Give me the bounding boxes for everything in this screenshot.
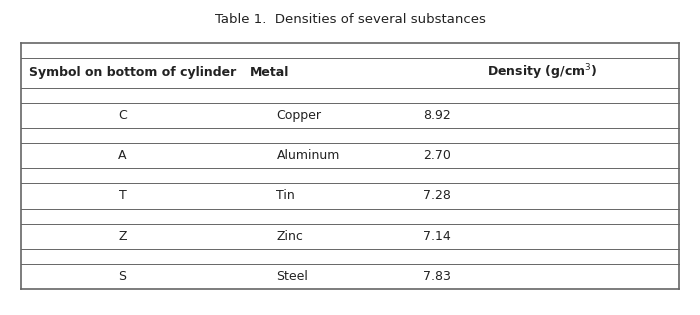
Text: S: S: [118, 270, 127, 283]
Text: Z: Z: [118, 230, 127, 243]
Text: Copper: Copper: [276, 109, 321, 122]
Text: 7.14: 7.14: [424, 230, 452, 243]
Text: 7.83: 7.83: [424, 270, 452, 283]
Text: Zinc: Zinc: [276, 230, 303, 243]
Text: Symbol on bottom of cylinder: Symbol on bottom of cylinder: [29, 66, 237, 79]
Text: Density (g/cm$^3$): Density (g/cm$^3$): [487, 63, 598, 83]
Text: A: A: [118, 149, 127, 162]
Text: C: C: [118, 109, 127, 122]
Text: 8.92: 8.92: [424, 109, 452, 122]
Text: Steel: Steel: [276, 270, 309, 283]
Text: Aluminum: Aluminum: [276, 149, 340, 162]
Text: T: T: [118, 189, 127, 203]
Text: Table 1.  Densities of several substances: Table 1. Densities of several substances: [215, 13, 485, 26]
Text: Tin: Tin: [276, 189, 295, 203]
Text: 7.28: 7.28: [424, 189, 452, 203]
Text: Metal: Metal: [250, 66, 289, 79]
Text: 2.70: 2.70: [424, 149, 452, 162]
